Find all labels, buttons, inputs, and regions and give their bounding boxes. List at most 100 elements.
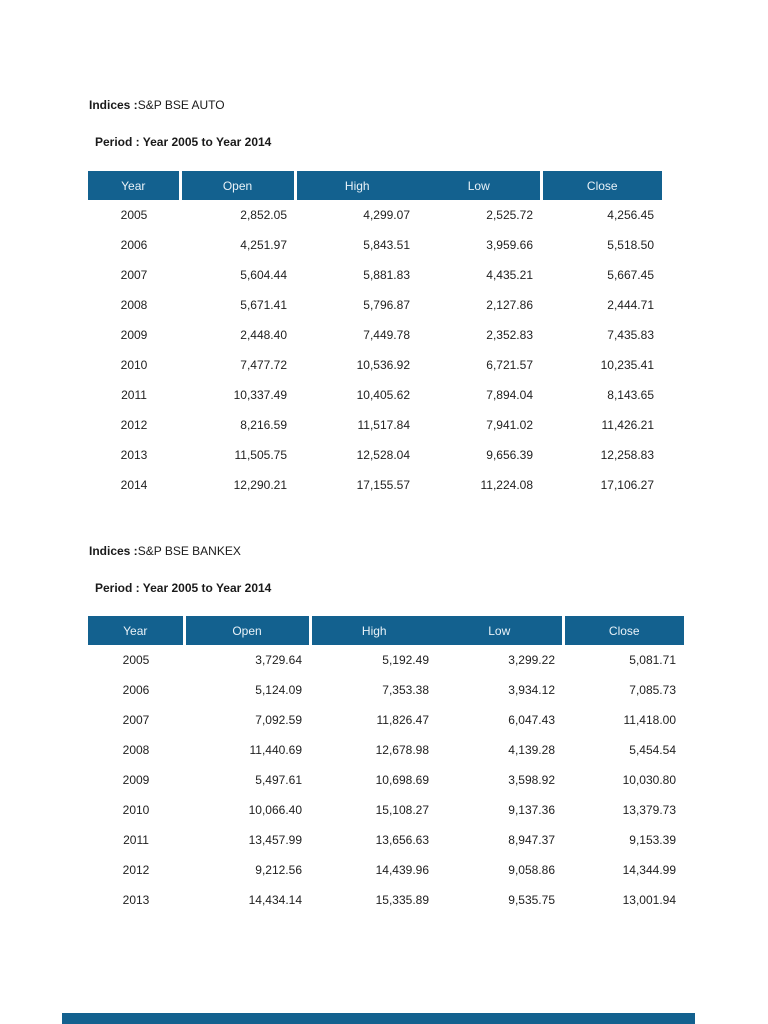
table-row: 2012 8,216.59 11,517.84 7,941.02 11,426.21 [88,410,662,440]
value-cell: 2,444.71 [541,290,662,320]
year-cell: 2010 [88,350,180,380]
column-header-open: Open [184,616,312,645]
value-cell: 2,448.40 [180,320,295,350]
year-cell: 2005 [88,200,180,230]
value-cell: 5,081.71 [563,645,684,675]
table-row: 2011 13,457.99 13,656.63 8,947.37 9,153.39 [88,825,684,855]
value-cell: 2,852.05 [180,200,295,230]
value-cell: 7,477.72 [180,350,295,380]
column-header-close: Close [541,171,662,200]
value-cell: 5,192.49 [310,645,437,675]
column-header-low: Low [418,171,543,200]
value-cell: 4,299.07 [295,200,418,230]
table-row: 2010 7,477.72 10,536.92 6,721.57 10,235.41 [88,350,662,380]
value-cell: 5,843.51 [295,230,418,260]
year-cell: 2014 [88,470,180,500]
table-row: 2008 5,671.41 5,796.87 2,127.86 2,444.71 [88,290,662,320]
indices-label: Indices : [89,544,138,558]
value-cell: 5,796.87 [295,290,418,320]
table-row: 2009 5,497.61 10,698.69 3,598.92 10,030.80 [88,765,684,795]
column-header-year: Year [88,171,182,200]
value-cell: 11,505.75 [180,440,295,470]
indices-label: Indices : [89,98,138,112]
value-cell: 9,153.39 [563,825,684,855]
value-cell: 6,721.57 [418,350,541,380]
value-cell: 4,435.21 [418,260,541,290]
table-row: 2008 11,440.69 12,678.98 4,139.28 5,454.54 [88,735,684,765]
year-cell: 2006 [88,230,180,260]
value-cell: 10,066.40 [184,795,310,825]
value-cell: 4,251.97 [180,230,295,260]
value-cell: 5,671.41 [180,290,295,320]
value-cell: 15,335.89 [310,885,437,915]
year-cell: 2010 [88,795,184,825]
value-cell: 7,353.38 [310,675,437,705]
year-cell: 2009 [88,765,184,795]
value-cell: 14,439.96 [310,855,437,885]
table-row: 2012 9,212.56 14,439.96 9,058.86 14,344.99 [88,855,684,885]
value-cell: 8,143.65 [541,380,662,410]
index-table-auto: Year Open High Low Close 2005 2,852.05 4,299.07… [88,171,662,500]
value-cell: 3,299.22 [437,645,563,675]
value-cell: 13,001.94 [563,885,684,915]
value-cell: 7,894.04 [418,380,541,410]
year-cell: 2013 [88,440,180,470]
table-row: 2005 3,729.64 5,192.49 3,299.22 5,081.71 [88,645,684,675]
table-header-row: Year Open High Low Close [88,171,662,200]
value-cell: 11,426.21 [541,410,662,440]
value-cell: 13,379.73 [563,795,684,825]
index-table-bankex: Year Open High Low Close 2005 3,729.64 5,192.49… [88,616,684,915]
value-cell: 5,454.54 [563,735,684,765]
value-cell: 5,604.44 [180,260,295,290]
value-cell: 9,137.36 [437,795,563,825]
column-header-year: Year [88,616,186,645]
value-cell: 11,418.00 [563,705,684,735]
year-cell: 2006 [88,675,184,705]
table-row: 2013 11,505.75 12,528.04 9,656.39 12,258.83 [88,440,662,470]
value-cell: 5,881.83 [295,260,418,290]
value-cell: 7,092.59 [184,705,310,735]
value-cell: 11,440.69 [184,735,310,765]
value-cell: 11,224.08 [418,470,541,500]
table-row: 2006 5,124.09 7,353.38 3,934.12 7,085.73 [88,675,684,705]
value-cell: 10,337.49 [180,380,295,410]
year-cell: 2012 [88,855,184,885]
table-row: 2010 10,066.40 15,108.27 9,137.36 13,379.73 [88,795,684,825]
value-cell: 7,941.02 [418,410,541,440]
table-row: 2007 5,604.44 5,881.83 4,435.21 5,667.45 [88,260,662,290]
period-line-bankex: Period : Year 2005 to Year 2014 [95,581,272,595]
indices-title-auto: Indices :S&P BSE AUTO [89,98,225,112]
column-header-open: Open [180,171,297,200]
table-row: 2013 14,434.14 15,335.89 9,535.75 13,001.94 [88,885,684,915]
value-cell: 4,256.45 [541,200,662,230]
value-cell: 17,106.27 [541,470,662,500]
year-cell: 2011 [88,380,180,410]
value-cell: 10,698.69 [310,765,437,795]
value-cell: 6,047.43 [437,705,563,735]
value-cell: 3,959.66 [418,230,541,260]
value-cell: 17,155.57 [295,470,418,500]
value-cell: 13,457.99 [184,825,310,855]
year-cell: 2007 [88,705,184,735]
year-cell: 2009 [88,320,180,350]
value-cell: 15,108.27 [310,795,437,825]
value-cell: 8,947.37 [437,825,563,855]
value-cell: 2,352.83 [418,320,541,350]
value-cell: 9,535.75 [437,885,563,915]
value-cell: 11,826.47 [310,705,437,735]
value-cell: 9,212.56 [184,855,310,885]
year-cell: 2012 [88,410,180,440]
next-page-table-header-partial [62,1013,695,1024]
table-row: 2005 2,852.05 4,299.07 2,525.72 4,256.45 [88,200,662,230]
value-cell: 10,536.92 [295,350,418,380]
value-cell: 4,139.28 [437,735,563,765]
table-row: 2011 10,337.49 10,405.62 7,894.04 8,143.65 [88,380,662,410]
column-header-high: High [295,171,418,200]
indices-value: S&P BSE AUTO [137,98,225,112]
value-cell: 8,216.59 [180,410,295,440]
table-row: 2007 7,092.59 11,826.47 6,047.43 11,418.00 [88,705,684,735]
year-cell: 2008 [88,735,184,765]
value-cell: 12,290.21 [180,470,295,500]
value-cell: 12,258.83 [541,440,662,470]
